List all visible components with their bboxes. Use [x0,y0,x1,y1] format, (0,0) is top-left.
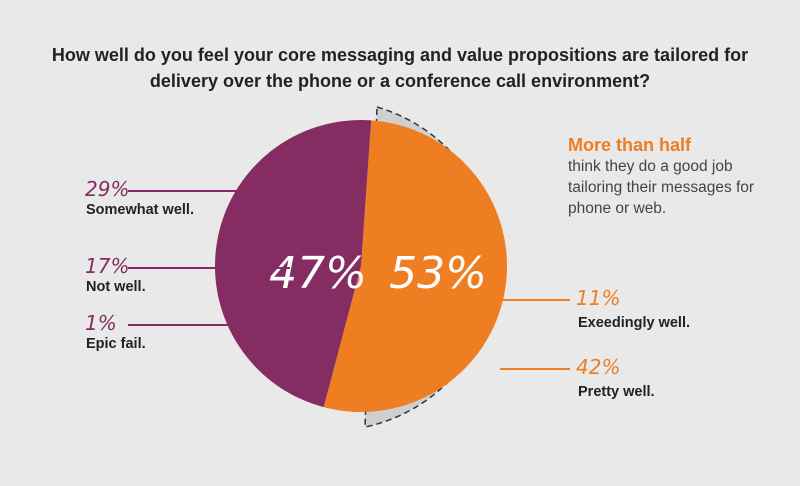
callout-label-negative: Somewhat well. [86,202,194,218]
callout-label-positive: Pretty well. [578,384,655,400]
slice-label-negative: 47% [269,248,367,299]
callout-value-negative: 1% [85,311,117,335]
note-body: think they do a good job tailoring their… [568,158,755,217]
callout-value-positive: 11% [576,286,620,310]
callout-label-positive: Exeedingly well. [578,315,690,331]
side-note: More than half think they do a good job … [568,134,768,219]
pie-slice-positive [323,120,508,412]
callout-label-negative: Not well. [86,279,146,295]
callout-label-negative: Epic fail. [86,336,146,352]
note-headline: More than half [568,135,692,155]
slice-label-positive: 53% [389,248,487,299]
chart-title: How well do you feel your core messaging… [51,45,749,91]
callout-value-positive: 42% [576,355,620,379]
callout-value-negative: 29% [85,177,129,201]
callout-value-negative: 17% [85,254,129,278]
